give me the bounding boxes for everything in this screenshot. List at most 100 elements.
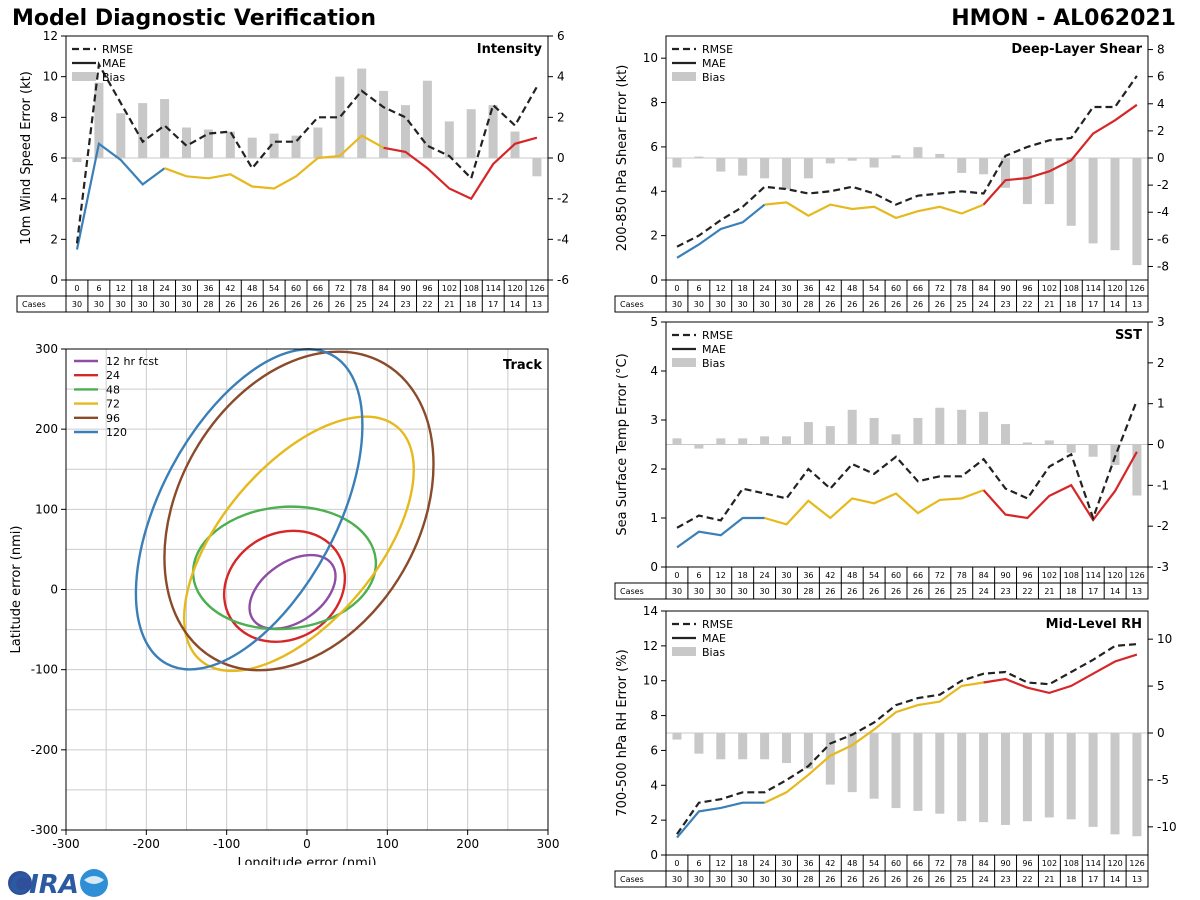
hour-cell: 72 — [335, 284, 345, 293]
hour-cell: 54 — [869, 571, 879, 580]
bias-bar — [444, 121, 454, 158]
y-tick-label: 10 — [643, 51, 658, 65]
y-axis-label: Latitude error (nmi) — [9, 526, 24, 654]
hour-cell: 120 — [507, 284, 522, 293]
hour-cell: 96 — [1022, 284, 1032, 293]
hour-cell: 6 — [696, 859, 701, 868]
cases-label: Cases — [620, 300, 644, 309]
hour-cell: 90 — [1000, 859, 1010, 868]
legend-mae-label: MAE — [702, 57, 726, 70]
bias-bar — [1066, 733, 1076, 820]
case-count-cell: 25 — [957, 875, 967, 884]
case-count-cell: 26 — [825, 875, 835, 884]
case-count-cell: 14 — [1110, 875, 1120, 884]
bias-bar — [1044, 733, 1054, 818]
y-axis-label: Sea Surface Temp Error (°C) — [615, 353, 630, 535]
hour-cell: 18 — [738, 284, 748, 293]
case-count-cell: 30 — [672, 875, 682, 884]
case-count-cell: 24 — [979, 587, 989, 596]
hour-cell: 36 — [803, 284, 813, 293]
hour-cell: 30 — [781, 571, 791, 580]
hour-cell: 66 — [313, 284, 323, 293]
y-tick-label: -300 — [31, 823, 58, 837]
rmse-series-line — [676, 400, 1138, 529]
logo-globe-left — [8, 871, 32, 895]
hour-cell: 0 — [674, 571, 679, 580]
y2-tick-label: -3 — [1157, 560, 1169, 574]
y2-tick-label: 2 — [1157, 124, 1165, 138]
y-tick-label: 100 — [35, 502, 58, 516]
bias-bar — [869, 733, 879, 799]
case-count-cell: 26 — [891, 875, 901, 884]
y-axis-label: 700-500 hPa RH Error (%) — [615, 649, 630, 816]
hour-cell: 30 — [181, 284, 191, 293]
bias-bar — [1110, 733, 1120, 835]
bias-bar — [738, 158, 748, 176]
track-panel: -300-300 -200 -200 -100 -100 0 0 100 100 200 200 30… — [9, 342, 559, 865]
cases-label: Cases — [620, 875, 644, 884]
hour-cell: 90 — [400, 284, 410, 293]
case-count-cell: 23 — [1000, 300, 1010, 309]
bias-bar — [913, 147, 923, 158]
bias-bar — [116, 113, 126, 158]
hour-cell: 36 — [203, 284, 213, 293]
hour-cell: 12 — [116, 284, 126, 293]
hour-cell: 48 — [847, 284, 857, 293]
mae-series-line — [764, 681, 984, 804]
y2-tick-label: -6 — [1157, 232, 1169, 246]
panel-title: SST — [1115, 328, 1142, 343]
x-tick-label: -300 — [52, 837, 79, 851]
error-ellipse-120 — [134, 348, 364, 671]
x-tick-label: -200 — [133, 837, 160, 851]
case-count-cell: 21 — [1044, 300, 1054, 309]
y2-tick-label: 10 — [1157, 632, 1172, 646]
case-count-cell: 30 — [694, 300, 704, 309]
bias-bar — [913, 733, 923, 811]
bias-bar — [1044, 440, 1054, 445]
y2-tick-label: 4 — [1157, 97, 1165, 111]
legend-label: 96 — [106, 412, 120, 425]
case-count-cell: 26 — [869, 587, 879, 596]
hour-cell: 6 — [96, 284, 101, 293]
y-tick-label: 10 — [643, 674, 658, 688]
error-ellipse-48 — [191, 505, 378, 631]
case-count-cell: 28 — [803, 875, 813, 884]
legend-mae-label: MAE — [102, 57, 126, 70]
case-count-cell: 14 — [510, 300, 520, 309]
case-count-cell: 30 — [159, 300, 169, 309]
case-count-cell: 26 — [313, 300, 323, 309]
bias-bar — [313, 127, 323, 158]
legend-bias-label: Bias — [702, 71, 725, 84]
mae-series-line — [764, 489, 984, 526]
bias-bar — [847, 158, 857, 161]
bias-bar — [1132, 444, 1142, 496]
y-tick-label: 14 — [643, 605, 658, 618]
case-count-cell: 13 — [1132, 875, 1142, 884]
legend-mae-label: MAE — [702, 632, 726, 645]
case-count-cell: 30 — [138, 300, 148, 309]
legend-bias-swatch — [672, 72, 696, 81]
bias-bar — [979, 411, 989, 445]
hour-cell: 48 — [847, 859, 857, 868]
case-count-cell: 13 — [1132, 587, 1142, 596]
bias-bar — [694, 156, 704, 158]
bias-bar — [979, 733, 989, 823]
hour-cell: 96 — [422, 284, 432, 293]
y-axis-label: 200-850 hPa Shear Error (kt) — [615, 65, 630, 252]
mae-series-line — [982, 451, 1138, 522]
bias-bar — [716, 158, 726, 172]
panel-title: Deep-Layer Shear — [1011, 42, 1142, 57]
hour-cell: 48 — [847, 571, 857, 580]
hour-cell: 60 — [891, 284, 901, 293]
hour-cell: 120 — [1107, 571, 1122, 580]
bias-bar — [694, 444, 704, 449]
bias-bar — [1088, 444, 1098, 457]
panel-title: Track — [503, 358, 542, 373]
y-tick-label: 10 — [43, 70, 58, 84]
case-count-cell: 22 — [1022, 300, 1032, 309]
panel-title: Intensity — [477, 42, 543, 57]
y-tick-label: 4 — [650, 778, 658, 792]
case-count-cell: 25 — [957, 300, 967, 309]
cases-label: Cases — [22, 300, 46, 309]
